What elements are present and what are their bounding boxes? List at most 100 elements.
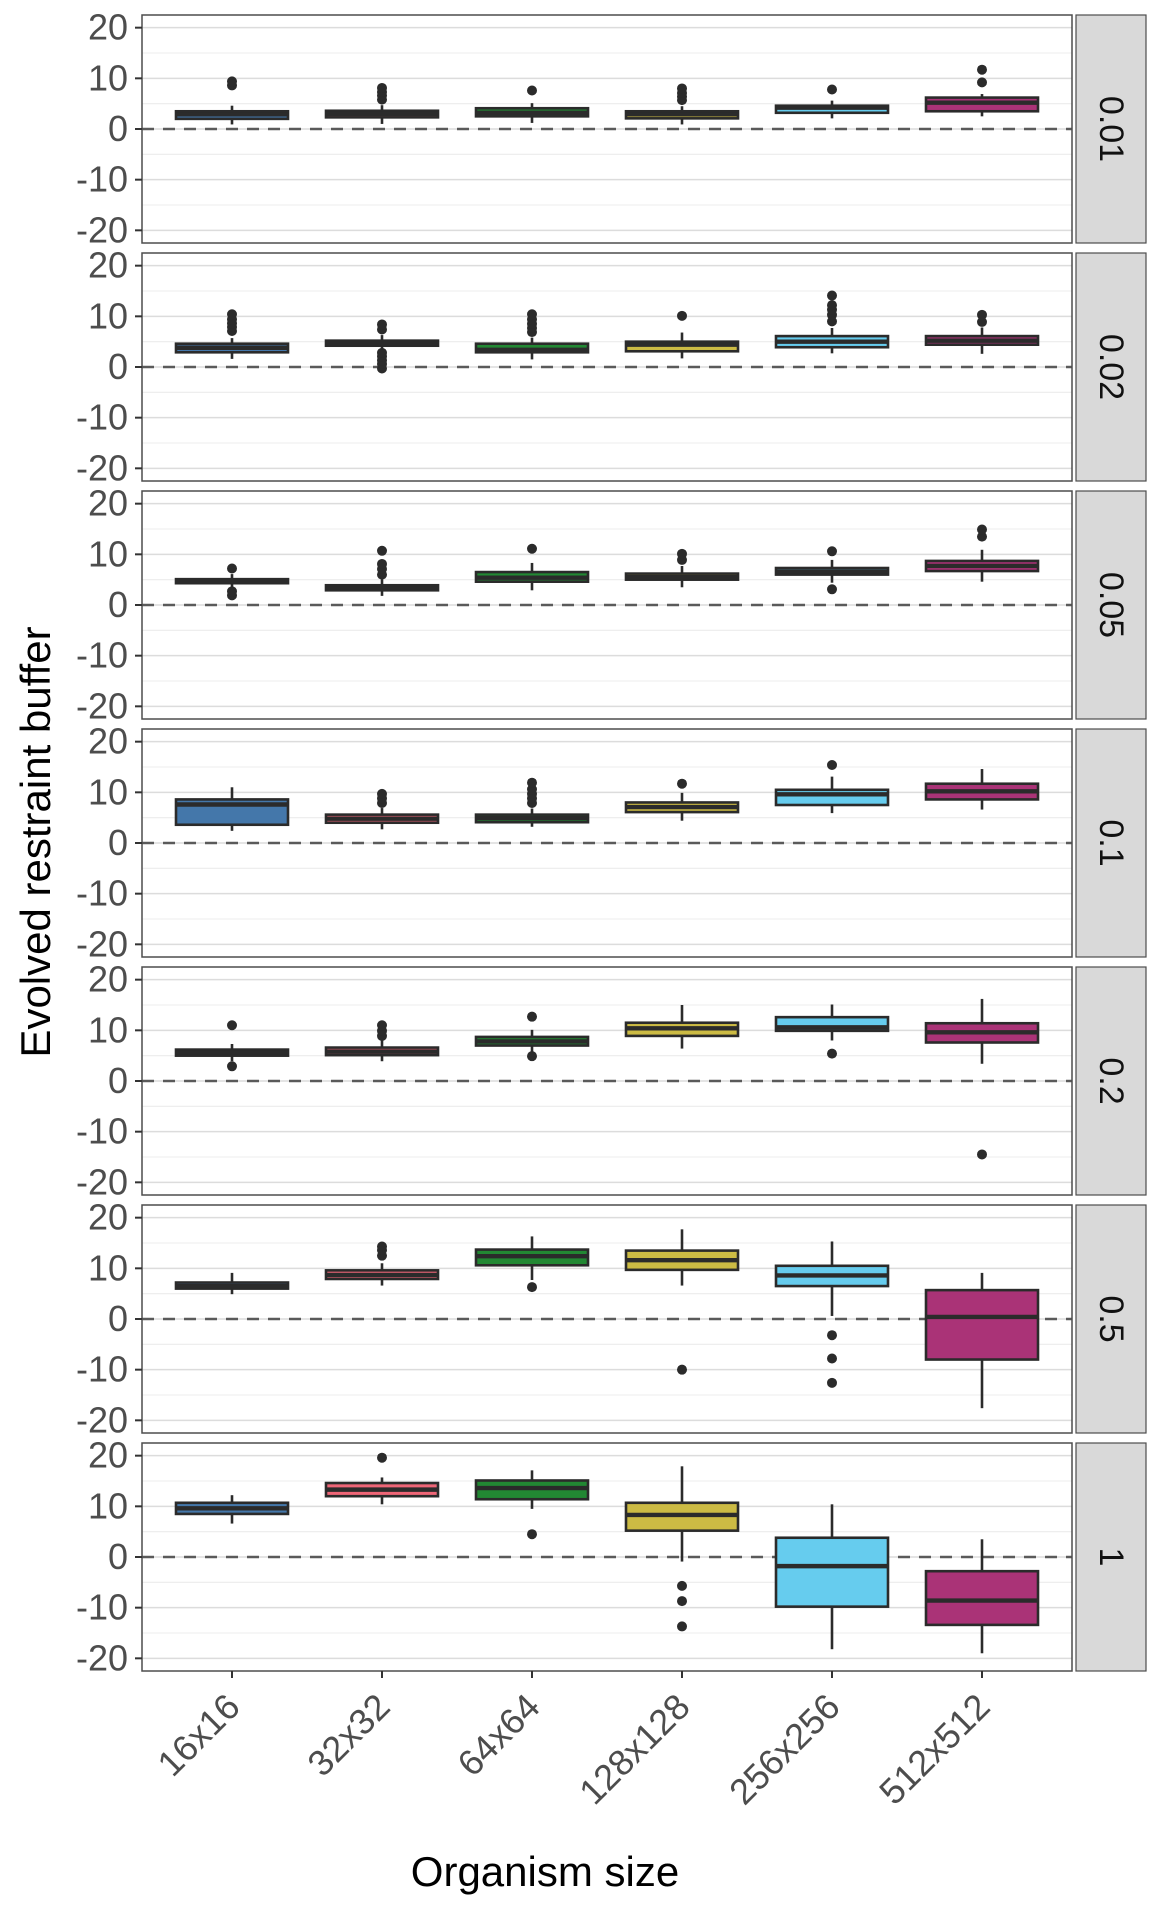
y-tick-label: 0 [108,822,128,863]
outlier-point [827,300,837,311]
facet-panel-0.1: 20 10 0 -10 -20 0.1 [76,721,1147,964]
outlier-point [977,524,987,535]
facet-panel-0.2: 20 10 0 -10 -20 0.2 [76,959,1147,1202]
y-tick-label: -10 [76,159,128,200]
box-iqr [774,1536,890,1608]
y-tick-label: -10 [76,1111,128,1152]
y-tick-label: -20 [76,447,128,488]
boxplot-16x16 [174,309,290,359]
boxplot-16x16 [174,76,290,125]
boxplot-128x128 [624,83,740,125]
y-tick-label: -20 [76,1399,128,1440]
outlier-point [977,309,987,320]
boxplot-32x32 [324,1452,440,1505]
outlier-point [227,76,237,87]
y-tick-label: 0 [108,1536,128,1577]
boxplot-64x64 [474,543,590,591]
facet-strip-label: 0.2 [1092,1057,1130,1104]
y-tick-label: 20 [88,483,128,524]
y-tick-label: 10 [88,1247,128,1288]
boxplot-512x512 [924,1539,1040,1654]
outlier-point [827,1353,837,1364]
boxplot-256x256 [774,1241,890,1388]
boxplot-32x32 [324,82,440,124]
facet-strip [1075,14,1147,244]
outlier-point [977,77,987,88]
facet-panel-0.02: 20 10 0 -10 -20 0.02 [76,245,1147,488]
y-tick-label: -10 [76,873,128,914]
boxplot-128x128 [624,310,740,359]
facet-strip-label: 0.05 [1092,572,1130,638]
y-tick-label: 0 [108,584,128,625]
y-tick-label: 20 [88,721,128,762]
facet-panel-1: 20 10 0 -10 -20 1 [76,1435,1147,1678]
facet-panel-0.01: 20 10 0 -10 -20 0.01 [76,7,1147,250]
y-tick-label: 10 [88,1485,128,1526]
outlier-point [527,1282,537,1293]
box-iqr [924,1569,1040,1627]
boxplot-512x512 [924,998,1040,1160]
outlier-point [377,1020,387,1031]
boxplot-128x128 [624,548,740,588]
outlier-point [677,310,687,321]
facet-strip [1075,252,1147,482]
facet-strip [1075,490,1147,720]
outlier-point [377,319,387,330]
y-tick-label: 10 [88,533,128,574]
outlier-point [227,1020,237,1031]
outlier-point [977,531,987,542]
facet-strip-label: 1 [1092,1548,1130,1567]
boxplot-256x256 [774,1004,890,1059]
boxplot-64x64 [474,1236,590,1293]
boxplot-512x512 [924,309,1040,354]
x-tick-label: 32x32 [299,1686,397,1784]
outlier-point [527,1011,537,1022]
boxplot-256x256 [774,1504,890,1650]
outlier-point [677,1364,687,1375]
y-tick-label: 20 [88,245,128,286]
boxplot-32x32 [324,319,440,374]
outlier-point [227,1061,237,1072]
outlier-point [377,82,387,93]
outlier-point [377,788,387,799]
y-tick-label: 0 [108,1298,128,1339]
y-tick-label: -10 [76,1349,128,1390]
outlier-point [527,543,537,554]
facet-panel-0.5: 20 10 0 -10 -20 0.5 [76,1197,1147,1440]
boxplot-256x256 [774,759,890,814]
x-tick-label: 64x64 [449,1686,547,1784]
facet-strip-label: 0.02 [1092,334,1130,400]
y-tick-label: 20 [88,959,128,1000]
y-tick-label: 10 [88,295,128,336]
y-tick-label: 10 [88,1009,128,1050]
outlier-point [227,586,237,597]
boxplot-512x512 [924,1272,1040,1409]
facet-strip-label: 0.1 [1092,819,1130,866]
facet-strip [1075,728,1147,958]
boxplot-16x16 [174,1495,290,1524]
box-iqr [774,788,890,807]
outlier-point [827,584,837,595]
facet-strip [1075,1442,1147,1672]
outlier-point [827,84,837,95]
boxplot-512x512 [924,64,1040,117]
box-iqr [924,1288,1040,1361]
boxplot-16x16 [174,1020,290,1072]
outlier-point [827,1377,837,1388]
outlier-point [677,83,687,94]
y-tick-label: 0 [108,346,128,387]
boxplot-512x512 [924,769,1040,810]
outlier-point [677,1580,687,1591]
boxplot-16x16 [174,563,290,601]
boxplot-128x128 [624,1466,740,1632]
outlier-point [377,1241,387,1252]
boxplot-256x256 [774,290,890,354]
y-tick-label: 20 [88,7,128,48]
boxplot-64x64 [474,85,590,123]
outlier-point [677,1621,687,1632]
y-tick-label: -20 [76,209,128,250]
outlier-point [827,759,837,770]
boxplot-128x128 [624,778,740,821]
